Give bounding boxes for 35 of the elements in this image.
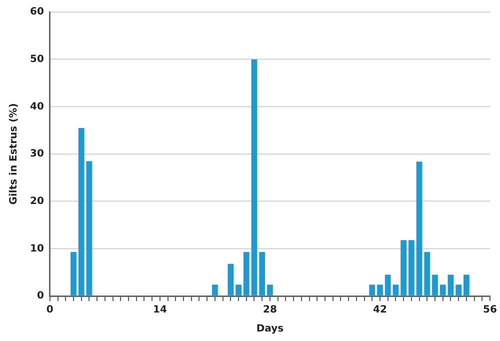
x-tick-label: 28 — [262, 304, 277, 316]
x-axis-title: Days — [256, 324, 284, 335]
bar — [424, 252, 430, 296]
bar — [400, 240, 406, 296]
y-tick-label: 40 — [30, 101, 44, 112]
y-tick-label: 10 — [30, 243, 44, 254]
bar — [78, 128, 84, 296]
bar — [463, 274, 470, 296]
bar — [243, 252, 250, 296]
bar — [212, 284, 218, 296]
x-tick-label: 14 — [152, 304, 167, 316]
bar — [456, 284, 462, 296]
y-tick-label: 0 — [36, 290, 44, 302]
bar — [236, 284, 242, 296]
y-tick-label: 50 — [30, 54, 44, 65]
bar — [448, 274, 454, 296]
bar — [416, 162, 422, 296]
y-tick-label: 60 — [30, 6, 44, 18]
bar — [251, 59, 258, 296]
bar — [440, 284, 446, 296]
bar — [228, 264, 234, 296]
bar — [432, 274, 438, 296]
bar — [70, 252, 76, 296]
bar — [408, 240, 414, 296]
x-tick-label: 56 — [483, 304, 497, 316]
bar — [86, 161, 92, 296]
bar — [369, 284, 376, 296]
x-tick-label: 0 — [46, 304, 54, 316]
bar — [259, 252, 266, 296]
bar — [267, 284, 273, 296]
y-tick-label: 20 — [30, 196, 44, 207]
x-tick-label: 42 — [373, 304, 387, 316]
bar — [377, 284, 383, 296]
y-axis-title: Gilts in Estrus (%) — [8, 103, 20, 205]
y-tick-label: 30 — [30, 148, 44, 160]
